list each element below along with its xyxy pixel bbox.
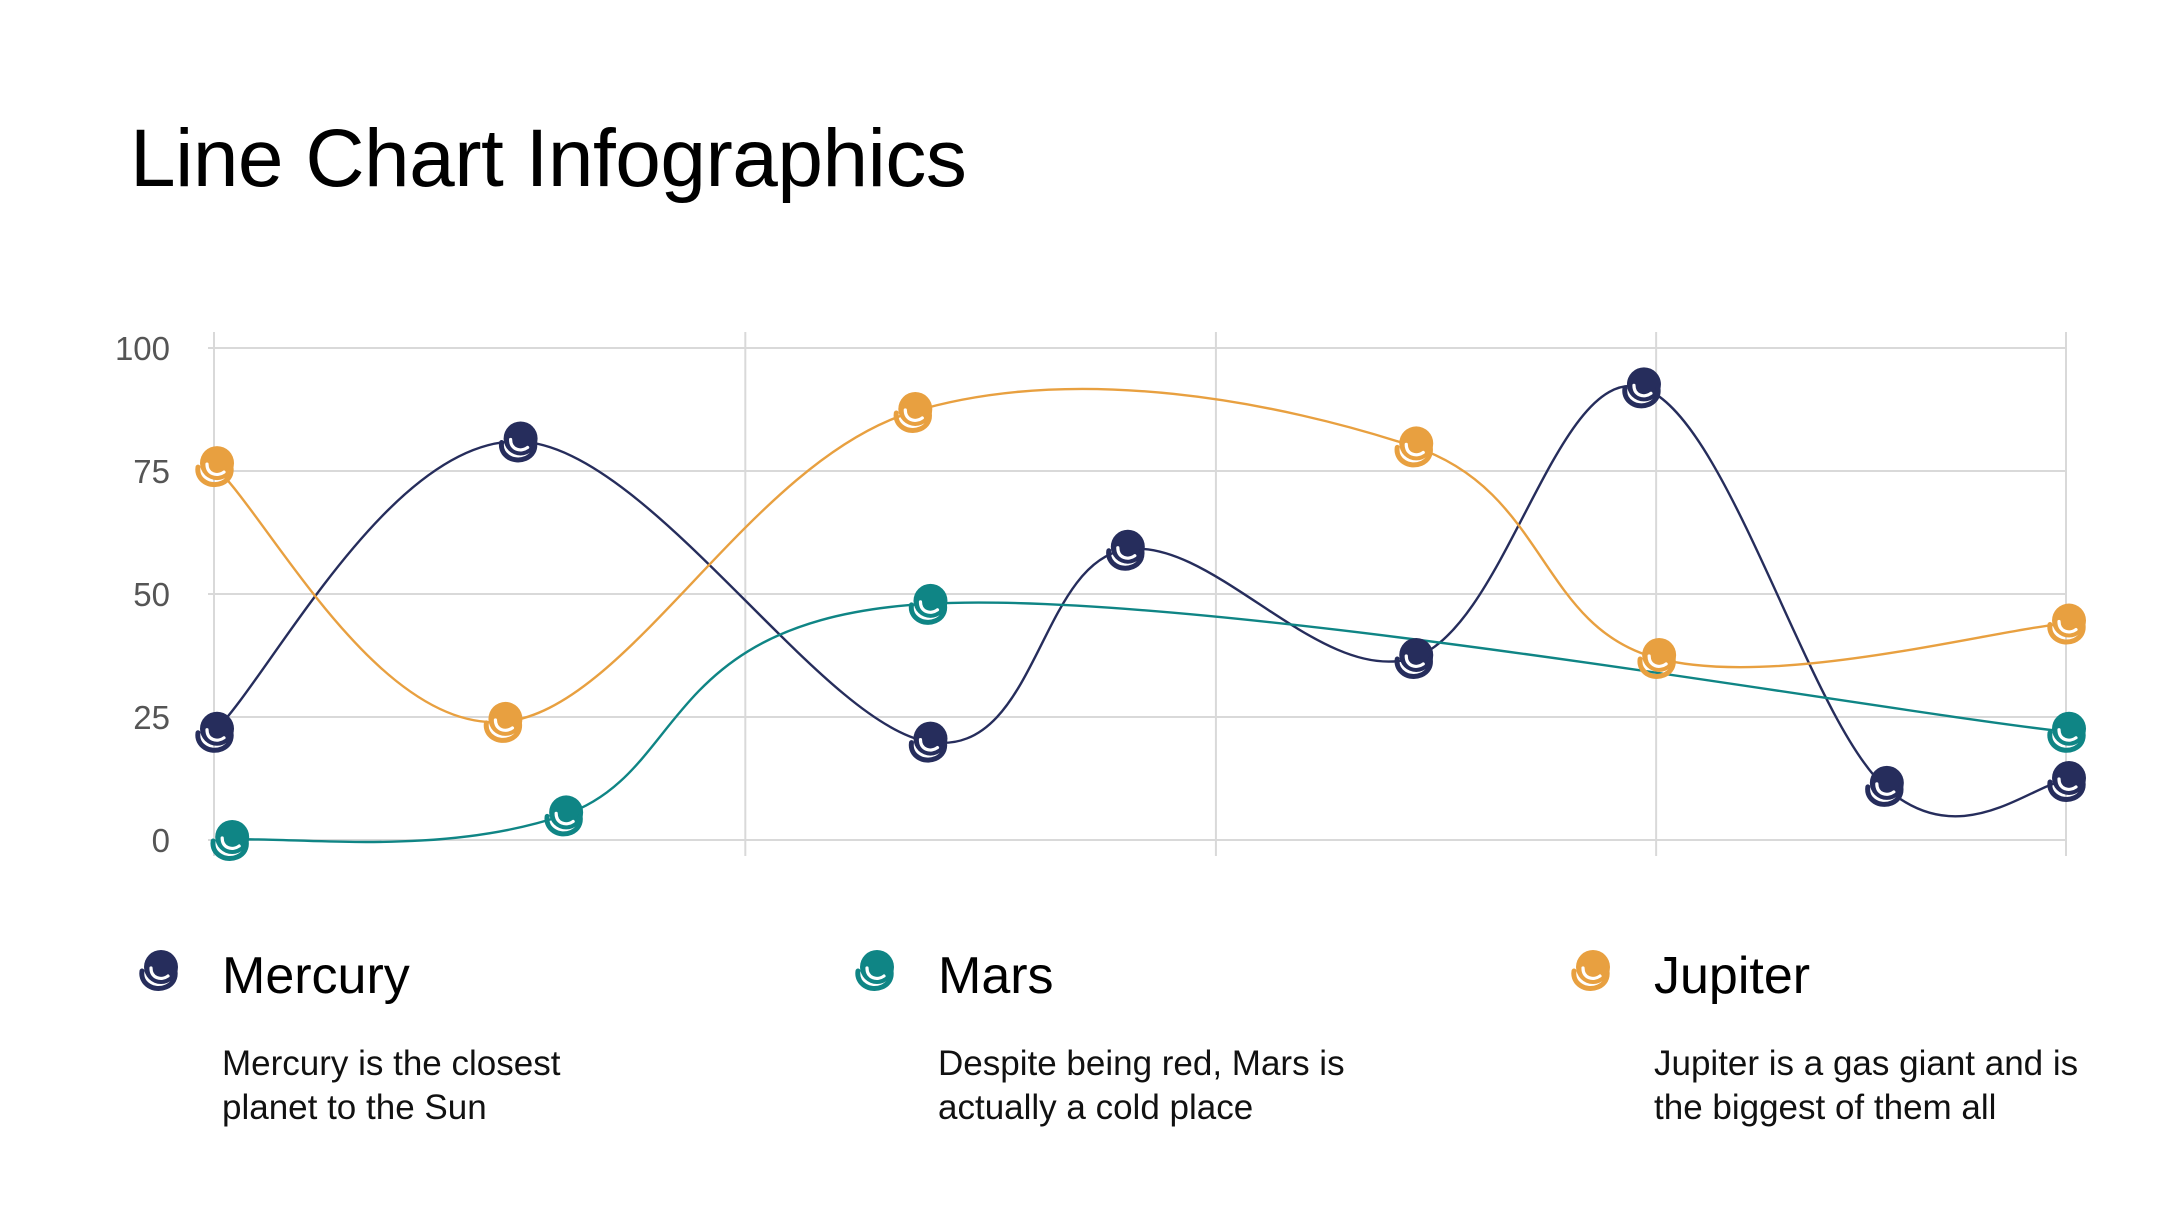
- mercury-point-2: [908, 721, 948, 763]
- y-tick-label-50: 50: [133, 576, 170, 613]
- chart-points: [195, 367, 2086, 861]
- mercury-series-line: [213, 384, 2067, 818]
- jupiter-series-line: [213, 387, 2067, 724]
- legend-jupiter-name: Jupiter: [1654, 947, 1811, 1005]
- mars-point-2: [908, 583, 948, 625]
- legend-mercury-name: Mercury: [222, 947, 410, 1005]
- mercury-point-7: [2047, 760, 2086, 802]
- page-title: Line Chart Infographics: [130, 113, 967, 204]
- chart-lines: [213, 384, 2067, 844]
- jupiter-marker-icon: [1571, 950, 1610, 991]
- mercury-legend-marker-shape: [139, 950, 178, 991]
- mars-point-0: [210, 820, 250, 861]
- mars-point-1: [544, 795, 584, 837]
- legend-item-mercury: Mercury Mercury is the closest planet to…: [139, 940, 782, 1130]
- y-tick-label-25: 25: [133, 699, 170, 736]
- legend-item-jupiter: Jupiter Jupiter is a gas giant and is th…: [1571, 940, 2160, 1130]
- mercury-point-5: [1622, 367, 1661, 409]
- legend-item-mars: Mars Despite being red, Mars is actually…: [855, 940, 1498, 1130]
- mercury-point-0: [195, 711, 234, 753]
- mars-marker-icon: [855, 950, 894, 991]
- y-tick-label-75: 75: [133, 453, 170, 490]
- chart-grid: [208, 332, 2067, 856]
- mars-legend-marker-shape: [855, 950, 894, 991]
- jupiter-point-4: [1637, 637, 1677, 679]
- mercury-marker-icon: [139, 950, 178, 991]
- jupiter-point-2: [893, 391, 933, 433]
- mercury-point-1: [499, 421, 538, 463]
- jupiter-point-3: [1394, 426, 1434, 468]
- y-tick-label-0: 0: [152, 822, 170, 859]
- legend-mars-description: Despite being red, Mars is actually a co…: [938, 1044, 1345, 1127]
- jupiter-point-5: [2047, 603, 2086, 645]
- jupiter-point-0: [195, 446, 234, 488]
- jupiter-legend-marker-shape: [1571, 950, 1610, 991]
- mercury-point-3: [1106, 529, 1145, 571]
- mars-series-line: [229, 601, 2067, 844]
- legend-mercury-description: Mercury is the closest planet to the Sun: [222, 1044, 561, 1127]
- mercury-point-6: [1865, 765, 1904, 807]
- line-chart: 0 25 50 75 100: [115, 330, 2086, 861]
- jupiter-point-1: [483, 701, 523, 743]
- legend-mars-name: Mars: [938, 947, 1054, 1005]
- y-tick-label-100: 100: [115, 330, 170, 367]
- mercury-point-4: [1394, 637, 1434, 679]
- mars-point-3: [2047, 711, 2086, 753]
- y-axis-ticks: 0 25 50 75 100: [115, 330, 170, 859]
- legend-jupiter-description: Jupiter is a gas giant and is the bigges…: [1654, 1044, 2079, 1127]
